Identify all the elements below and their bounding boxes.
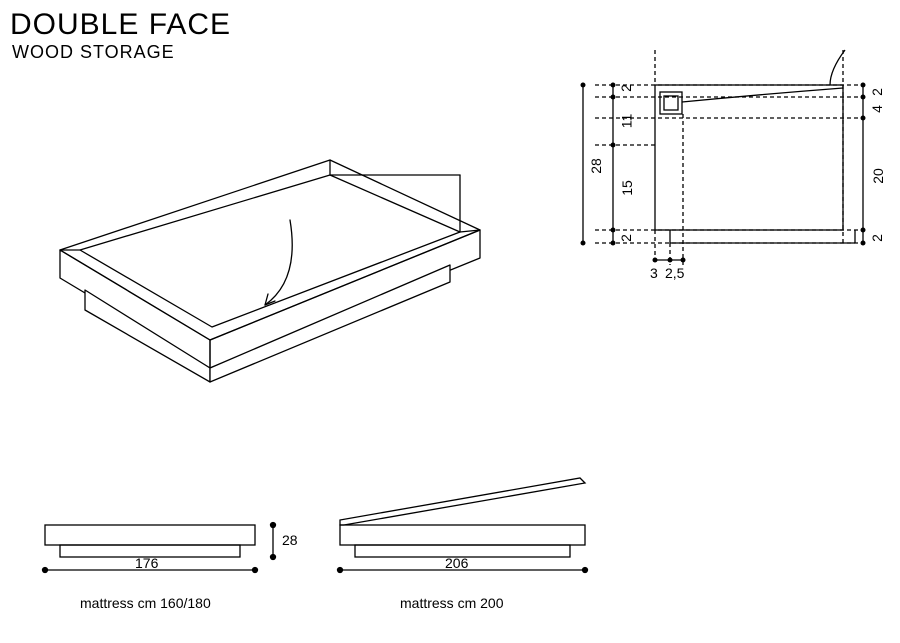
dim-left-2a: 2: [618, 84, 634, 92]
dim-right-2b: 2: [869, 234, 885, 242]
dim-right-4: 4: [869, 105, 885, 113]
mattress-closed: mattress cm 160/180: [80, 595, 211, 611]
side-section-view: [555, 20, 895, 280]
dim-closed-width: 176: [135, 555, 158, 571]
dim-right-20: 20: [870, 168, 886, 184]
dim-bottom-25: 2,5: [665, 265, 684, 281]
dim-closed-height: 28: [282, 532, 298, 548]
front-view-closed: [35, 500, 295, 590]
dim-right-2a: 2: [869, 88, 885, 96]
dim-open-width: 206: [445, 555, 468, 571]
page-title: DOUBLE FACE: [10, 8, 231, 42]
mattress-open: mattress cm 200: [400, 595, 503, 611]
dim-total-28: 28: [588, 158, 604, 174]
dim-left-15: 15: [619, 180, 635, 196]
page-subtitle: WOOD STORAGE: [12, 42, 175, 63]
dim-left-11: 11: [618, 114, 634, 129]
dim-bottom-3: 3: [650, 265, 658, 281]
isometric-view: [20, 80, 500, 400]
dim-left-2b: 2: [618, 234, 634, 242]
front-view-open: [330, 470, 610, 590]
